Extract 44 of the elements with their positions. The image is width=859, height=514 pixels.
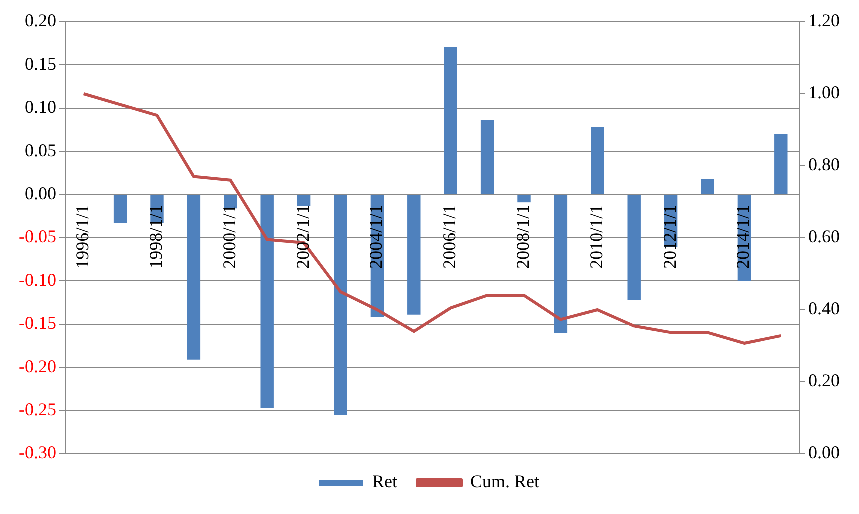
y-tick-label: 0.10 [24, 97, 56, 118]
y2-tick-label: 1.00 [808, 82, 840, 103]
bar [628, 195, 641, 300]
y-tick-label: -0.20 [18, 356, 56, 376]
y-tick-label: -0.30 [18, 442, 56, 463]
y-tick-label: -0.10 [18, 270, 56, 290]
y2-tick-label: 0.20 [808, 370, 840, 391]
y-tick-label: -0.05 [18, 226, 56, 247]
x-tick-label: 2002/1/1 [292, 204, 313, 269]
y-tick-label: -0.25 [18, 400, 56, 420]
bar [444, 47, 458, 194]
y2-tick-label: 0.40 [808, 298, 840, 319]
y-tick-label: 0.15 [24, 54, 56, 74]
y2-tick-label: 1.20 [808, 10, 840, 31]
bar [518, 195, 531, 203]
bar [701, 179, 714, 194]
legend-label: Cum. Ret [470, 472, 540, 492]
bar [554, 195, 568, 334]
bar [774, 134, 788, 194]
x-tick-label: 2014/1/1 [733, 204, 754, 269]
bar [114, 195, 128, 224]
y2-tick-label: 0.00 [808, 442, 840, 463]
y-tick-label: 0.20 [24, 10, 56, 31]
bar [480, 120, 494, 194]
bar [260, 195, 274, 408]
y-tick-label: 0.00 [24, 184, 56, 204]
x-tick-label: 1996/1/1 [72, 204, 93, 269]
bar [408, 195, 421, 315]
x-tick-label: 2010/1/1 [586, 204, 606, 269]
y-tick-label: 0.05 [24, 140, 56, 160]
x-tick-label: 2006/1/1 [440, 204, 460, 269]
x-tick-label: 2008/1/1 [512, 204, 533, 269]
y2-tick-label: 0.80 [808, 154, 840, 175]
y-tick-label: -0.15 [18, 313, 56, 334]
y2-tick-label: 0.60 [808, 226, 840, 247]
bar [591, 127, 604, 194]
legend-label: Ret [372, 472, 398, 492]
x-tick-label: 2000/1/1 [219, 204, 240, 269]
x-tick-label: 2004/1/1 [366, 204, 386, 269]
x-tick-label: 1998/1/1 [146, 204, 166, 269]
bar [187, 195, 201, 360]
bar [297, 195, 311, 206]
bar [334, 195, 348, 416]
x-tick-label: 2012/1/1 [660, 204, 680, 269]
